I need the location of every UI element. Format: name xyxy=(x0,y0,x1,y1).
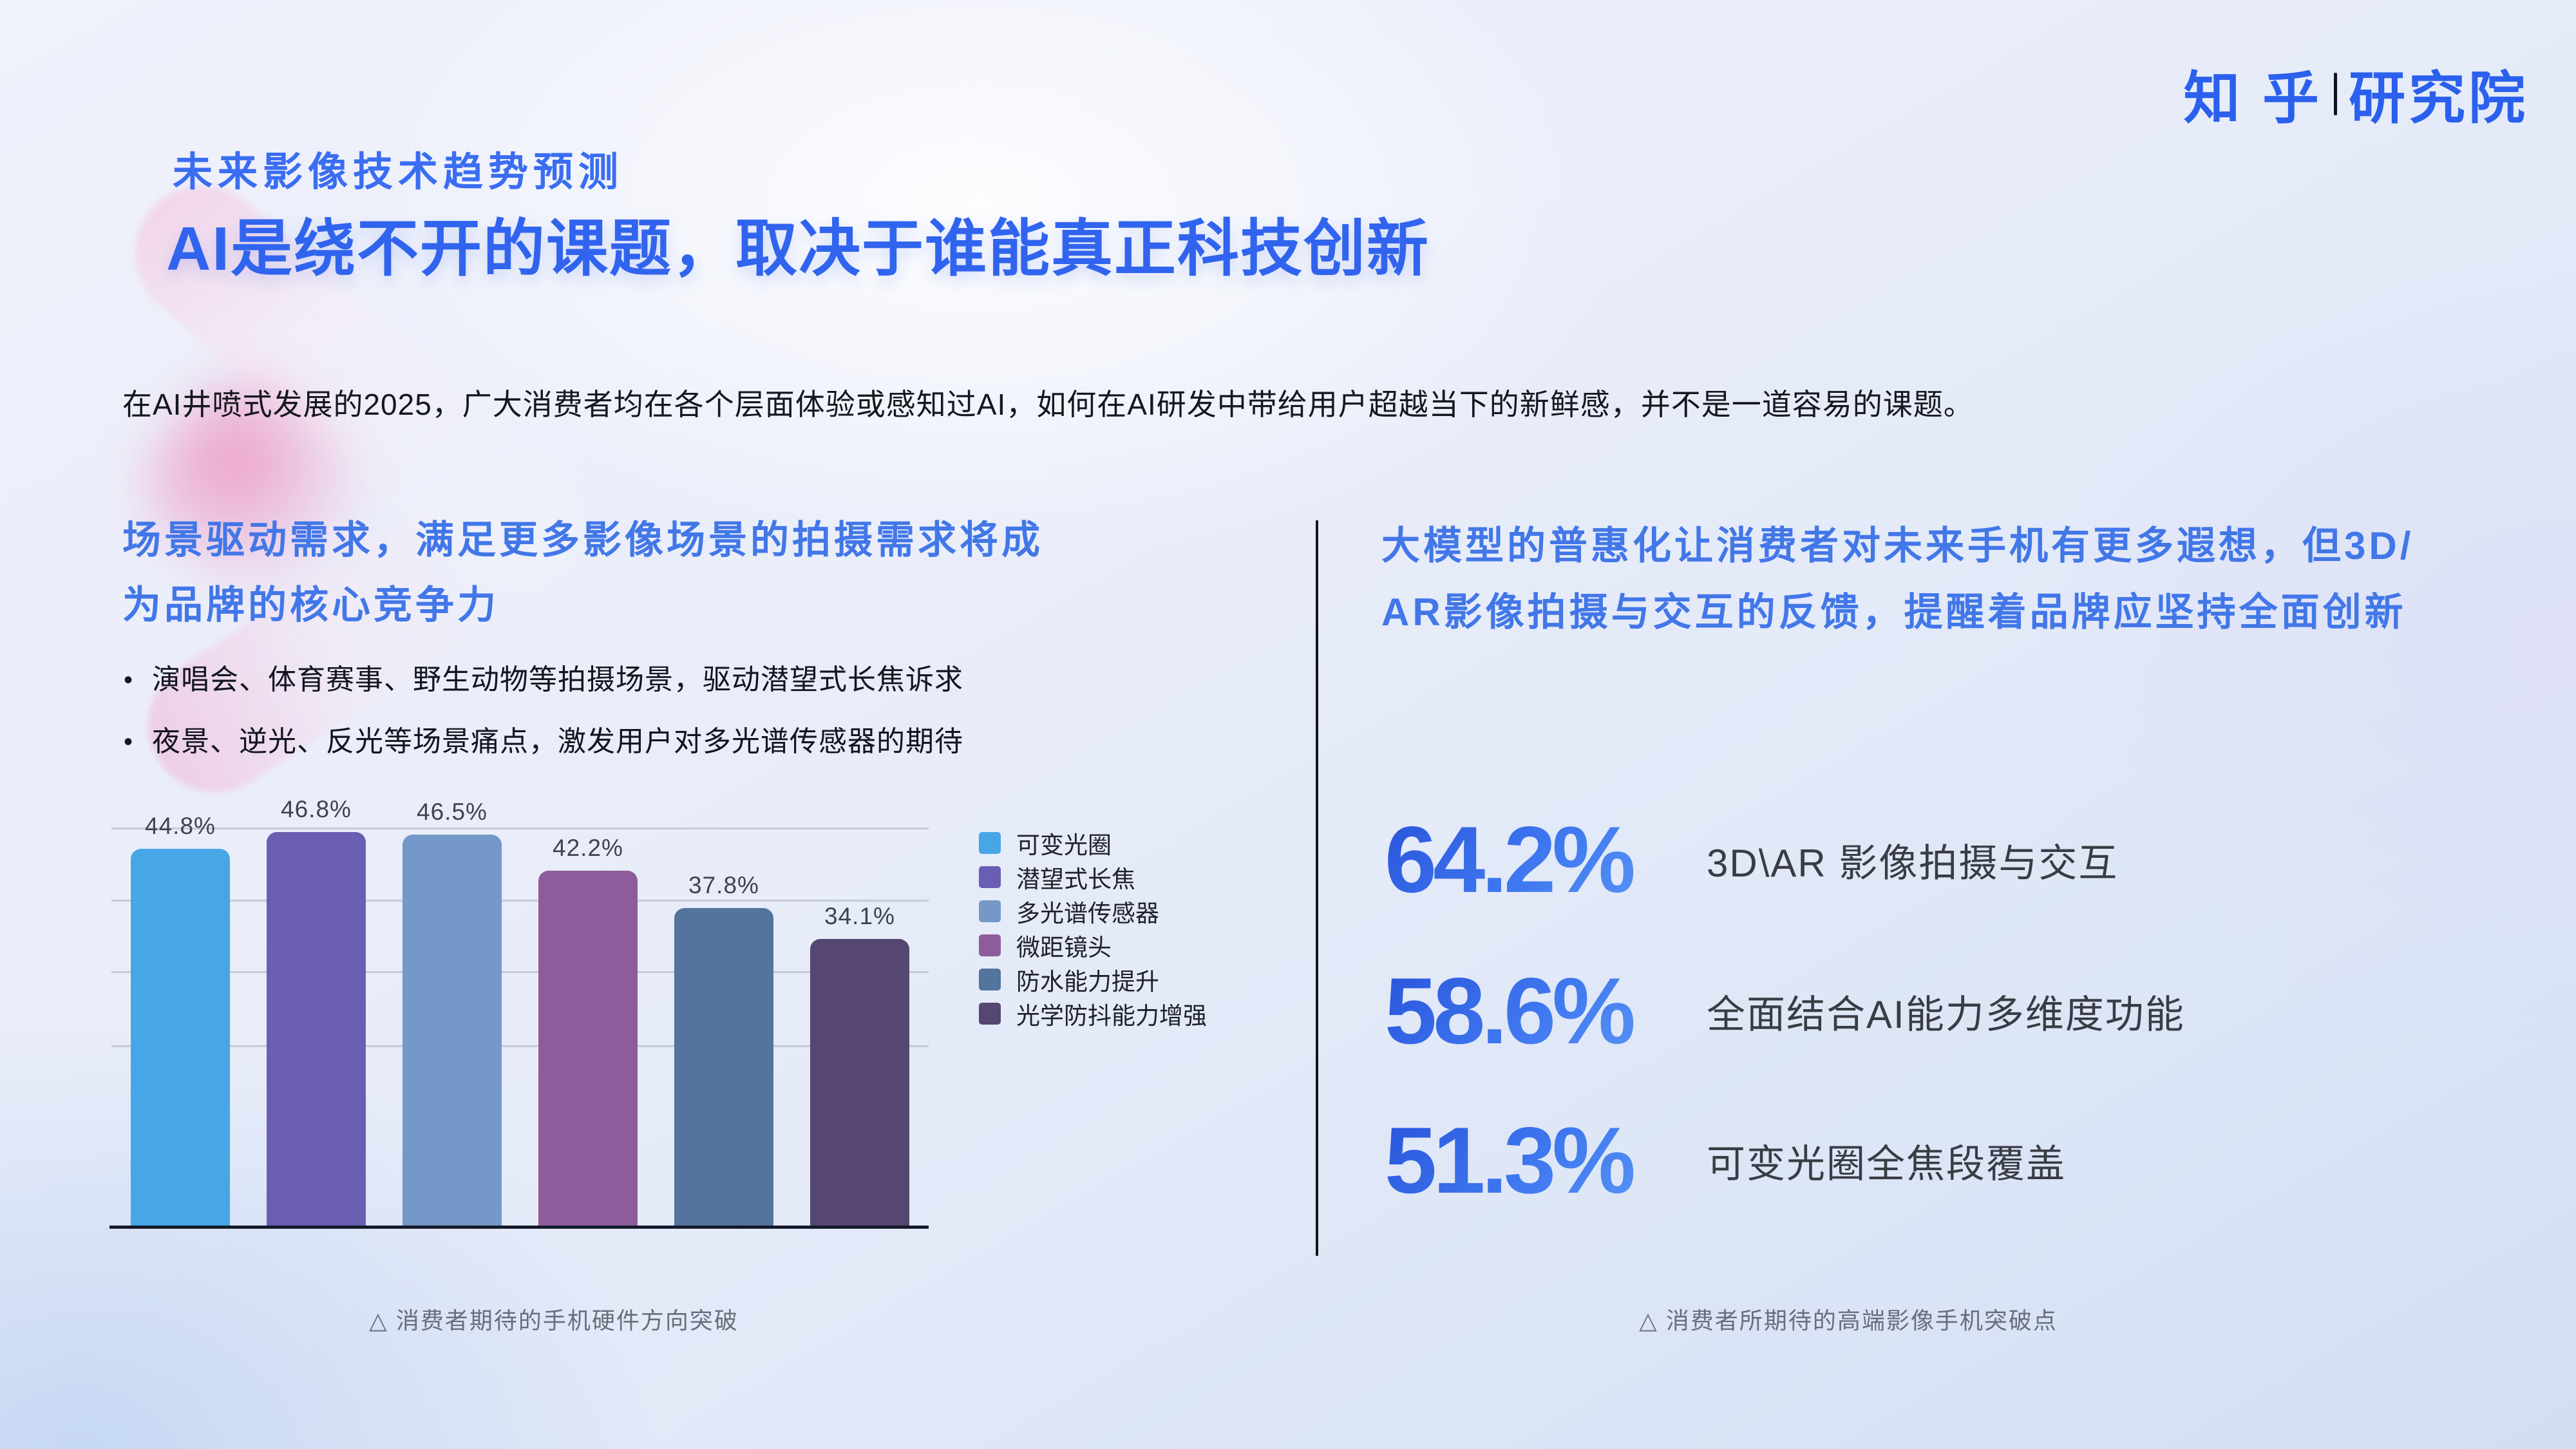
legend-item-微距镜头: 微距镜头 xyxy=(979,928,1207,962)
legend-label: 多光谱传感器 xyxy=(1016,900,1159,927)
stat-value: 64.2% xyxy=(1385,813,1662,907)
stat-label: 可变光圈全焦段覆盖 xyxy=(1707,1142,2066,1186)
gridline xyxy=(111,828,929,829)
bar-value-label: 44.8% xyxy=(145,813,216,839)
stat-label: 3D\AR 影像拍摄与交互 xyxy=(1707,841,2119,885)
bar-value-label: 37.8% xyxy=(688,872,759,898)
bullet-item: • 演唱会、体育赛事、野生动物等拍摄场景，驱动潜望式长焦诉求 xyxy=(124,662,963,698)
bar-value-label: 46.5% xyxy=(417,799,488,825)
legend-item-潜望式长焦: 潜望式长焦 xyxy=(979,860,1207,894)
left-heading-line1: 场景驱动需求，满足更多影像场景的拍摄需求将成 xyxy=(122,518,1043,562)
gridline xyxy=(111,971,929,973)
legend-swatch xyxy=(979,968,1001,990)
bar-潜望式长焦 xyxy=(267,832,366,1226)
chart-legend: 可变光圈潜望式长焦多光谱传感器 微距镜头防水能力提升光学防抖能力增强 xyxy=(979,826,1207,1030)
stat-row: 51.3% 可变光圈全焦段覆盖 xyxy=(1385,1113,2066,1208)
logo-suffix-text: 研究院 xyxy=(2348,66,2528,130)
bullet-text: 夜景、逆光、反光等场景痛点，激发用户对多光谱传感器的期待 xyxy=(152,726,964,757)
bar-value-label: 46.8% xyxy=(281,796,352,822)
intro-paragraph: 在AI井喷式发展的2025，广大消费者均在各个层面体验或感知过AI，如何在AI研… xyxy=(122,388,1974,421)
left-chart-caption: △ 消费者期待的手机硬件方向突破 xyxy=(369,1307,739,1334)
stat-row: 64.2% 3D\AR 影像拍摄与交互 xyxy=(1385,813,2118,907)
legend-label: 防水能力提升 xyxy=(1016,968,1159,995)
stat-label: 全面结合AI能力多维度功能 xyxy=(1707,992,2185,1036)
right-heading-line2: AR影像拍摄与交互的反馈，提醒着品牌应坚持全面创新 xyxy=(1381,591,2407,634)
right-heading-line1: 大模型的普惠化让消费者对未来手机有更多遐想，但3D/ xyxy=(1381,524,2414,567)
stat-row: 58.6% 全面结合AI能力多维度功能 xyxy=(1385,964,2185,1058)
bar-可变光圈 xyxy=(131,849,230,1226)
gridline xyxy=(111,1045,929,1047)
legend-swatch xyxy=(979,934,1001,956)
left-bullet-list: • 演唱会、体育赛事、野生动物等拍摄场景，驱动潜望式长焦诉求 • 夜景、逆光、反… xyxy=(124,662,963,786)
logo-brand-text: 知 乎 xyxy=(2183,66,2322,130)
bar-微距镜头 xyxy=(538,871,638,1226)
legend-swatch xyxy=(979,1002,1001,1025)
bar-value-label: 34.1% xyxy=(824,903,895,929)
legend-swatch xyxy=(979,831,1001,854)
zhihu-research-logo: 知 乎 研究院 xyxy=(2184,53,2528,135)
legend-label: 潜望式长焦 xyxy=(1016,866,1135,893)
bullet-marker: • xyxy=(124,728,133,756)
bar-多光谱传感器 xyxy=(402,835,502,1226)
left-section-heading: 场景驱动需求，满足更多影像场景的拍摄需求将成 为品牌的核心竞争力 xyxy=(122,507,1230,638)
legend-label: 光学防抖能力增强 xyxy=(1016,1002,1207,1029)
gridline xyxy=(111,900,929,902)
bullet-text: 演唱会、体育赛事、野生动物等拍摄场景，驱动潜望式长焦诉求 xyxy=(152,664,964,696)
legend-item-多光谱传感器: 多光谱传感器 xyxy=(979,894,1207,928)
right-chart-caption: △ 消费者所期待的高端影像手机突破点 xyxy=(1639,1307,2058,1334)
bar-value-label: 42.2% xyxy=(553,835,623,861)
logo-divider xyxy=(2333,72,2337,115)
column-divider-line xyxy=(1316,520,1318,1256)
legend-label: 可变光圈 xyxy=(1016,831,1112,858)
bullet-item: • 夜景、逆光、反光等场景痛点，激发用户对多光谱传感器的期待 xyxy=(124,724,963,760)
legend-label: 微距镜头 xyxy=(1016,934,1112,961)
page-title: AI是绕不开的课题，取决于谁能真正科技创新 xyxy=(166,214,1430,283)
stat-value: 58.6% xyxy=(1385,964,1662,1058)
legend-item-光学防抖能力增强: 光学防抖能力增强 xyxy=(979,996,1207,1030)
right-section-heading: 大模型的普惠化让消费者对未来手机有更多遐想，但3D/ AR影像拍摄与交互的反馈，… xyxy=(1381,513,2489,645)
stat-value: 51.3% xyxy=(1385,1113,1662,1208)
bullet-marker: • xyxy=(124,666,133,694)
legend-swatch xyxy=(979,900,1001,922)
legend-swatch xyxy=(979,866,1001,888)
slide-eyebrow: 未来影像技术趋势预测 xyxy=(173,150,624,194)
legend-item-可变光圈: 可变光圈 xyxy=(979,826,1207,860)
left-heading-line2: 为品牌的核心竞争力 xyxy=(122,583,499,627)
legend-item-防水能力提升: 防水能力提升 xyxy=(979,962,1207,996)
bar-光学防抖能力增强 xyxy=(810,939,909,1226)
bar-chart: 44.8% 46.8% 46.5% 42.2% 37.8% 34.1% xyxy=(109,796,929,1229)
bar-防水能力提升 xyxy=(674,908,773,1226)
